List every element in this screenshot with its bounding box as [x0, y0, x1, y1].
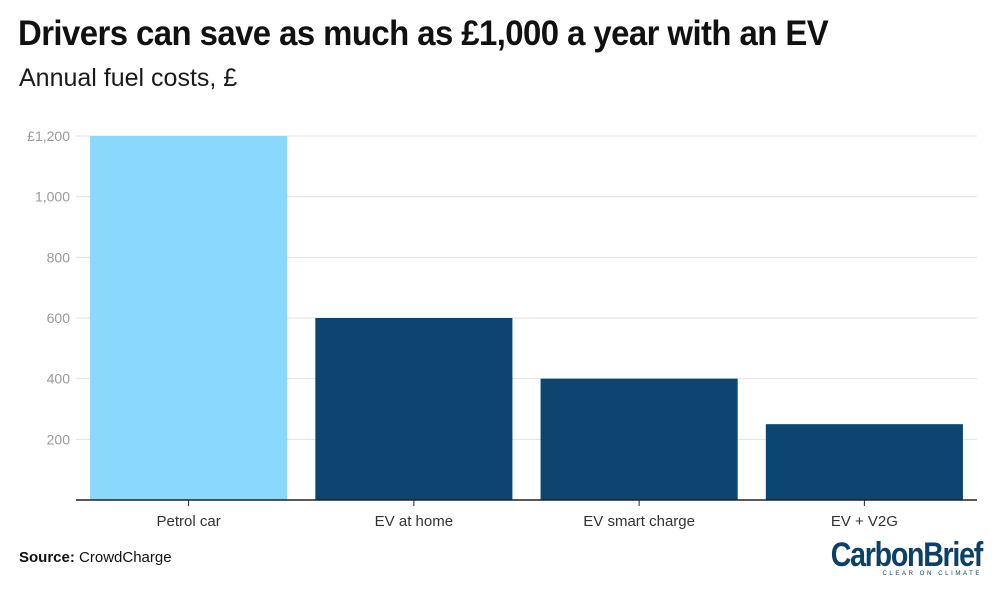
bars	[90, 136, 963, 500]
y-axis-ticks: 200 400 600 800 1,000 £1,200	[27, 128, 70, 447]
source-note: Source: CrowdCharge	[19, 549, 172, 566]
y-tick-label: 800	[47, 249, 71, 265]
y-tick-label: 600	[47, 310, 71, 326]
x-tick-label: EV smart charge	[583, 513, 695, 530]
chart-subtitle: Annual fuel costs, £	[19, 64, 238, 92]
chart-title: Drivers can save as much as £1,000 a yea…	[18, 14, 829, 53]
y-tick-label: 1,000	[35, 189, 70, 205]
y-tick-label: £1,200	[27, 128, 70, 144]
logo-wordmark: CarbonBrief	[830, 536, 983, 574]
bar-ev-v2g	[765, 424, 963, 500]
bar-petrol-car	[90, 136, 288, 500]
source-label: Source:	[19, 549, 75, 566]
source-text: CrowdCharge	[79, 549, 172, 566]
y-tick-label: 400	[47, 371, 71, 387]
x-tick-label: EV + V2G	[831, 513, 898, 530]
x-tick-label: EV at home	[375, 513, 453, 530]
x-tick-label: Petrol car	[157, 513, 221, 530]
bar-ev-smart-charge	[540, 378, 738, 500]
y-tick-label: 200	[47, 431, 71, 447]
logo-tagline: CLEAR ON CLIMATE	[882, 571, 982, 577]
bar-ev-at-home	[315, 318, 513, 500]
carbon-brief-logo: CarbonBrief CLEAR ON CLIMATE	[802, 536, 983, 577]
x-axis-ticks: Petrol car EV at home EV smart charge EV + …	[157, 500, 898, 530]
